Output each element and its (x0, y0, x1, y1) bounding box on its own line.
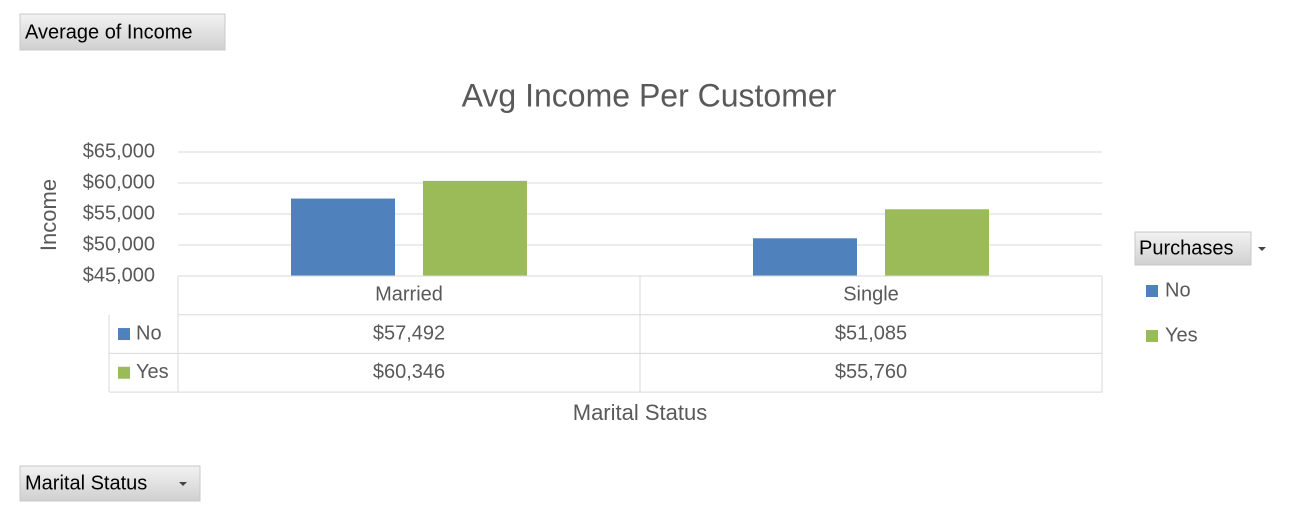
values-field-button[interactable]: Average of Income (19, 13, 226, 51)
y-tick-label: $60,000 (83, 171, 155, 193)
bar (753, 238, 857, 276)
data-table-cell: $55,760 (835, 361, 907, 383)
bar (423, 180, 527, 276)
legend-key (118, 328, 130, 341)
x-tick-label: Single (843, 284, 899, 306)
y-axis-title: Income (36, 179, 61, 251)
button-label: Average of Income (25, 21, 193, 43)
dropdown-arrow (1258, 247, 1266, 251)
data-table-cell: $60,346 (373, 361, 445, 383)
button-label: Marital Status (25, 472, 147, 494)
x-tick-label: Married (375, 284, 443, 306)
y-tick-label: $45,000 (83, 264, 155, 286)
table-row-header: No (136, 322, 162, 344)
legend-key (1146, 330, 1158, 342)
dropdown-arrow (179, 482, 187, 486)
table-row-header: Yes (136, 361, 169, 383)
data-table-cell: $57,492 (373, 322, 445, 344)
legend-key (118, 366, 130, 379)
legend-field-button[interactable]: Purchases (1134, 231, 1266, 266)
bar (291, 198, 395, 276)
x-axis-title: Marital Status (573, 400, 708, 425)
chart-title: Avg Income Per Customer (462, 77, 837, 113)
y-tick-label: $65,000 (83, 140, 155, 162)
legend-label: Yes (1165, 324, 1198, 346)
button-label: Purchases (1139, 237, 1234, 259)
bar (885, 209, 989, 276)
y-tick-label: $50,000 (83, 233, 155, 255)
legend-label: No (1165, 279, 1191, 301)
axis-field-button[interactable]: Marital Status (19, 465, 201, 502)
y-tick-label: $55,000 (83, 202, 155, 224)
data-table-cell: $51,085 (835, 322, 907, 344)
legend-key (1146, 285, 1158, 297)
